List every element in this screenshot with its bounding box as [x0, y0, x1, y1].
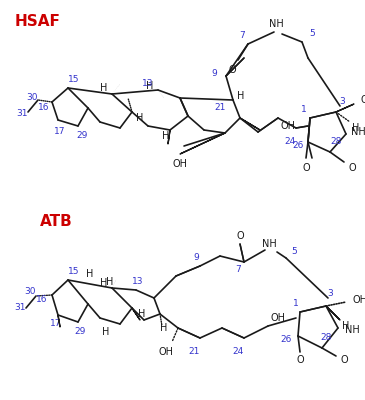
Text: ATB: ATB [40, 214, 72, 230]
Text: 15: 15 [68, 76, 80, 84]
Text: OH: OH [158, 347, 173, 357]
Text: 30: 30 [26, 94, 38, 102]
Text: H: H [106, 277, 114, 287]
Text: 17: 17 [54, 128, 66, 136]
Text: NH: NH [269, 19, 283, 29]
Polygon shape [58, 315, 60, 327]
Text: 17: 17 [50, 320, 62, 328]
Text: OH: OH [173, 159, 188, 169]
Text: O: O [296, 355, 304, 365]
Text: H: H [100, 278, 108, 288]
Text: O: O [228, 65, 236, 75]
Text: O: O [236, 231, 244, 241]
Text: 31: 31 [16, 110, 28, 118]
Text: 3: 3 [339, 98, 345, 106]
Text: 3: 3 [327, 290, 333, 298]
Text: H: H [342, 321, 350, 331]
Polygon shape [132, 308, 140, 320]
Text: 26: 26 [280, 336, 292, 344]
Text: O: O [302, 163, 310, 173]
Text: O: O [340, 355, 348, 365]
Polygon shape [168, 130, 170, 144]
Text: H: H [100, 83, 108, 93]
Text: H: H [162, 131, 170, 141]
Text: 21: 21 [188, 348, 200, 356]
Text: 5: 5 [309, 30, 315, 38]
Text: OH: OH [280, 121, 296, 131]
Text: 1: 1 [293, 300, 299, 308]
Text: H: H [352, 123, 360, 133]
Text: H: H [86, 269, 94, 279]
Text: H: H [237, 91, 245, 101]
Text: 24: 24 [233, 348, 243, 356]
Text: HSAF: HSAF [15, 14, 61, 30]
Text: 15: 15 [68, 268, 80, 276]
Text: OH: OH [353, 295, 365, 305]
Text: O: O [348, 163, 356, 173]
Text: 29: 29 [74, 328, 86, 336]
Text: 9: 9 [193, 254, 199, 262]
Text: NH: NH [262, 239, 276, 249]
Text: OH: OH [270, 313, 285, 323]
Text: H: H [146, 81, 154, 91]
Text: 1: 1 [301, 106, 307, 114]
Text: 9: 9 [211, 70, 217, 78]
Text: 13: 13 [142, 80, 154, 88]
Text: 31: 31 [14, 304, 26, 312]
Text: 28: 28 [320, 334, 332, 342]
Text: 29: 29 [76, 132, 88, 140]
Text: H: H [160, 323, 168, 333]
Text: 13: 13 [132, 278, 144, 286]
Text: H: H [138, 309, 146, 319]
Text: 7: 7 [239, 32, 245, 40]
Text: 5: 5 [291, 248, 297, 256]
Text: 26: 26 [292, 142, 304, 150]
Text: 28: 28 [330, 138, 342, 146]
Polygon shape [326, 306, 340, 320]
Text: 21: 21 [214, 104, 226, 112]
Text: NH: NH [345, 325, 360, 335]
Polygon shape [180, 133, 225, 154]
Polygon shape [240, 118, 260, 130]
Text: 7: 7 [235, 266, 241, 274]
Text: 24: 24 [284, 138, 296, 146]
Text: 30: 30 [24, 288, 36, 296]
Text: H: H [136, 113, 144, 123]
Text: 16: 16 [38, 104, 50, 112]
Text: NH: NH [351, 127, 365, 137]
Text: OH: OH [361, 95, 365, 105]
Text: H: H [102, 327, 110, 337]
Text: 16: 16 [36, 296, 48, 304]
Polygon shape [336, 104, 354, 112]
